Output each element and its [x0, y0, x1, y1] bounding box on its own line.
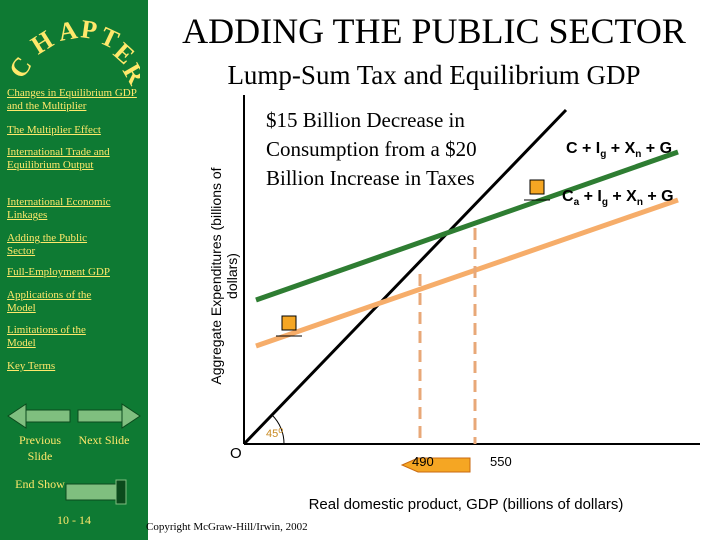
prev-next-buttons	[7, 403, 141, 429]
chapter-logo: C H A P T E R	[8, 14, 140, 88]
end-show-icon[interactable]	[64, 478, 134, 508]
nav-adding-public-sector[interactable]: Adding the Public Sector	[7, 232, 88, 257]
x-axis-label: Real domestic product, GDP (billions of …	[308, 496, 624, 513]
next-slide-button[interactable]: Next Slide	[78, 433, 130, 447]
original-curve-label: C + Ig + Xn + G	[566, 140, 673, 161]
nav-applications[interactable]: Applications of the Model	[7, 289, 92, 314]
previous-slide-button[interactable]: Previous Slide	[19, 433, 61, 463]
origin-label: O	[230, 445, 242, 462]
next-arrow-icon[interactable]	[121, 403, 141, 429]
sidebar: C H A P T E R Changes in Equilibrium GDP…	[0, 0, 148, 540]
nav-multiplier-effect[interactable]: The Multiplier Effect	[7, 124, 101, 136]
nav-full-employment[interactable]: Full-Employment GDP	[7, 266, 110, 278]
forty-five-degree-line	[242, 108, 568, 446]
copyright: Copyright McGraw-Hill/Irwin, 2002	[146, 521, 308, 533]
after-tax-curve-label: Ca + Ig + Xn + G	[562, 188, 674, 209]
nav-limitations[interactable]: Limitations of the Model	[7, 324, 86, 349]
nav-international-trade[interactable]: International Trade and Equilibrium Outp…	[7, 146, 110, 171]
nav-international-linkages[interactable]: International Economic Linkages	[7, 196, 111, 221]
chapter-letter-p: P	[79, 14, 99, 45]
gdp-decrease-arrow-icon	[400, 457, 471, 473]
x-tick-490: 490	[412, 454, 434, 469]
previous-arrow-tail-icon[interactable]	[25, 409, 71, 423]
shift-down-arrow-right-icon	[524, 179, 550, 201]
slide-subtitle: Lump-Sum Tax and Equilibrium GDP	[227, 60, 641, 90]
shift-down-arrow-left-icon	[276, 315, 302, 337]
slide-title: ADDING THE PUBLIC SECTOR	[182, 11, 686, 51]
y-axis-label: Aggregate Expenditures (billions of doll…	[208, 167, 240, 385]
angle-arc	[271, 414, 285, 445]
chapter-letter-a: A	[56, 15, 80, 47]
nav-changes-in-equilibrium[interactable]: Changes in Equilibrium GDP and the Multi…	[7, 87, 137, 112]
end-show-button[interactable]: End Show	[15, 477, 65, 491]
nav-key-terms[interactable]: Key Terms	[7, 360, 56, 372]
original-ae-line	[255, 149, 679, 303]
after-tax-ae-line	[255, 197, 679, 349]
angle-label: 45o	[266, 425, 283, 440]
tax-effect-note: $15 Billion Decrease in Consumption from…	[266, 108, 477, 190]
slide-number: 10 - 14	[57, 513, 91, 527]
x-tick-550: 550	[490, 454, 512, 469]
